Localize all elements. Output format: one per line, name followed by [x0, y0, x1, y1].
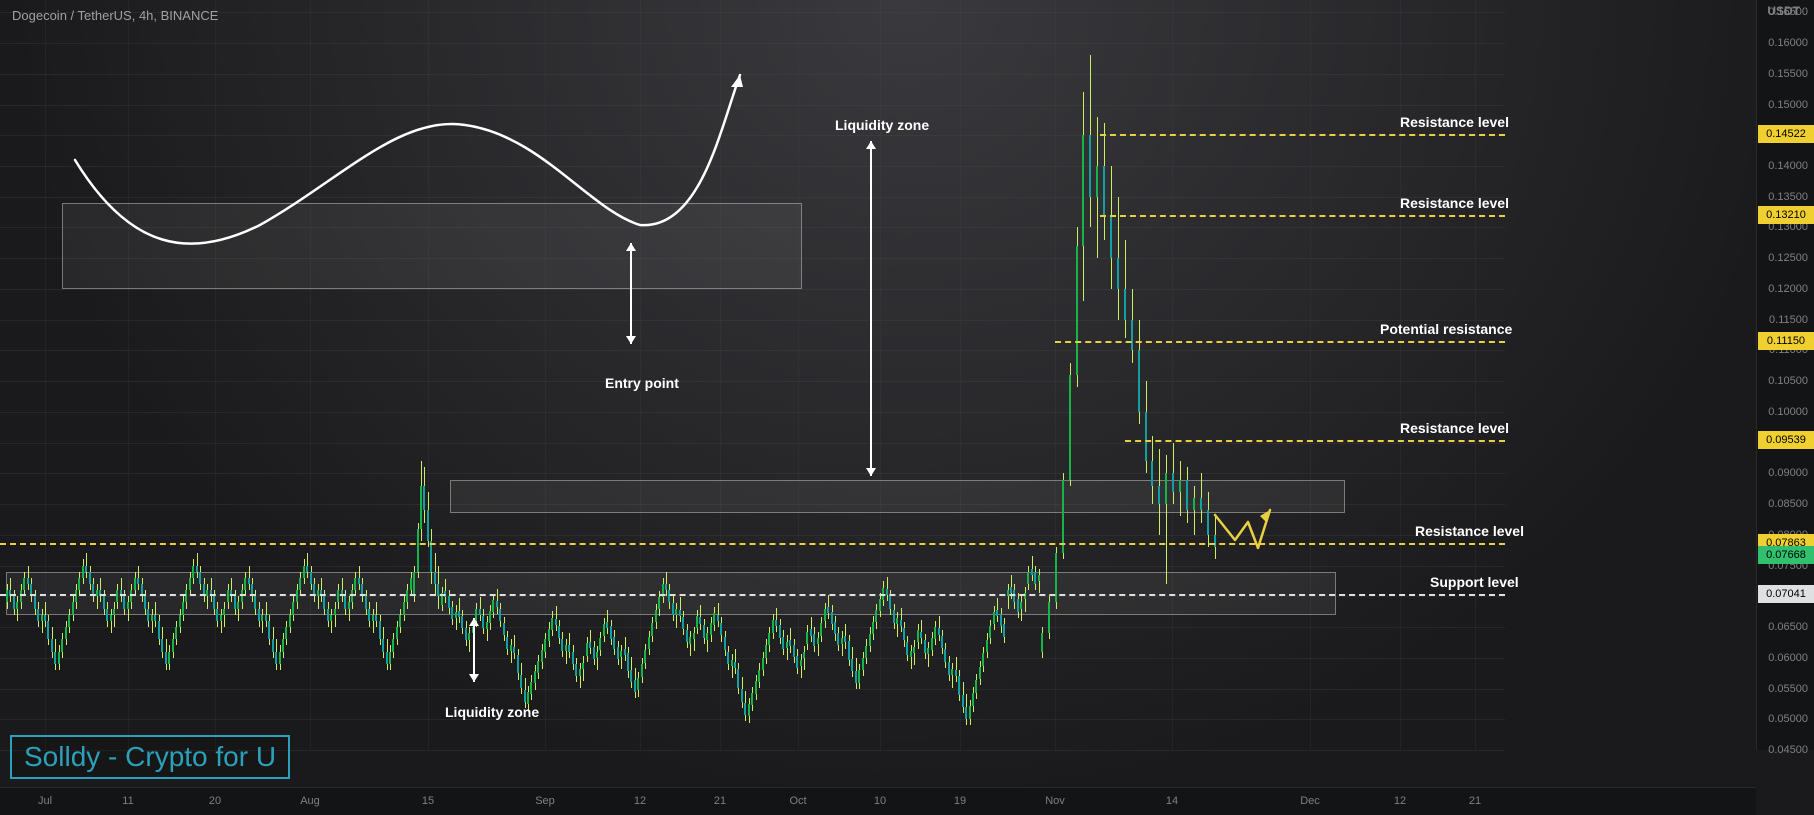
y-tick-label: 0.11500	[1769, 314, 1808, 326]
level-label: Resistance level	[1400, 420, 1509, 436]
level-line	[1125, 440, 1505, 442]
level-label: Support level	[1430, 574, 1519, 590]
x-tick-label: Aug	[300, 795, 320, 807]
x-tick-label: 20	[209, 795, 221, 807]
y-tick-label: 0.10000	[1768, 406, 1808, 418]
y-tick-label: 0.16000	[1768, 37, 1808, 49]
y-tick-label: 0.16500	[1768, 6, 1808, 18]
y-tick-label: 0.08500	[1768, 498, 1808, 510]
level-label: Resistance level	[1400, 114, 1509, 130]
annotation-text: Liquidity zone	[445, 704, 539, 720]
price-tag: 0.07668	[1758, 546, 1814, 564]
level-line	[1100, 134, 1505, 136]
x-tick-label: 14	[1166, 795, 1178, 807]
x-tick-label: 15	[422, 795, 434, 807]
x-tick-label: 12	[1394, 795, 1406, 807]
y-tick-label: 0.15500	[1768, 68, 1808, 80]
level-line	[0, 543, 1505, 545]
price-tag: 0.09539	[1758, 431, 1814, 449]
watermark: Solldy - Crypto for U	[10, 735, 290, 779]
y-tick-label: 0.12000	[1768, 283, 1808, 295]
x-tick-label: 12	[634, 795, 646, 807]
x-tick-label: 10	[874, 795, 886, 807]
price-tag: 0.13210	[1758, 206, 1814, 224]
y-tick-label: 0.05000	[1768, 713, 1808, 725]
y-tick-label: 0.06000	[1768, 652, 1808, 664]
symbol-info: Dogecoin / TetherUS, 4h, BINANCE	[12, 8, 218, 23]
y-tick-label: 0.04500	[1768, 744, 1808, 756]
y-tick-label: 0.09000	[1768, 467, 1808, 479]
level-label: Potential resistance	[1380, 321, 1512, 337]
y-tick-label: 0.10500	[1768, 375, 1808, 387]
annotation-text: Liquidity zone	[835, 117, 929, 133]
x-tick-label: 21	[1469, 795, 1481, 807]
x-tick-label: 19	[954, 795, 966, 807]
y-tick-label: 0.15000	[1768, 99, 1808, 111]
liquidity-zone	[62, 203, 802, 289]
price-axis[interactable]: USDT 0.165000.160000.155000.150000.14500…	[1756, 0, 1814, 750]
annotation-text: Entry point	[605, 375, 679, 391]
y-tick-label: 0.14000	[1768, 160, 1808, 172]
x-tick-label: Sep	[535, 795, 555, 807]
y-tick-label: 0.06500	[1768, 621, 1808, 633]
level-label: Resistance level	[1400, 195, 1509, 211]
x-tick-label: Oct	[789, 795, 806, 807]
x-tick-label: Nov	[1045, 795, 1065, 807]
chart-area[interactable]: Resistance levelResistance levelPotentia…	[0, 0, 1505, 750]
price-tag: 0.14522	[1758, 125, 1814, 143]
x-tick-label: Jul	[38, 795, 52, 807]
liquidity-zone	[450, 480, 1345, 514]
y-tick-label: 0.05500	[1768, 683, 1808, 695]
level-label: Resistance level	[1415, 523, 1524, 539]
level-line	[1100, 215, 1505, 217]
price-tag: 0.11150	[1758, 332, 1814, 350]
drawing-overlay	[0, 0, 1505, 750]
level-line	[1055, 341, 1505, 343]
price-tag: 0.07041	[1758, 585, 1814, 603]
x-tick-label: 21	[714, 795, 726, 807]
x-tick-label: Dec	[1300, 795, 1320, 807]
x-tick-label: 11	[122, 795, 133, 807]
level-line	[0, 594, 1505, 596]
y-tick-label: 0.13500	[1768, 191, 1808, 203]
y-tick-label: 0.12500	[1768, 252, 1808, 264]
time-axis[interactable]: Jul 11 20 Aug 15 Sep 12 21 Oct 10 19 Nov 14 Dec 12 21	[0, 787, 1756, 815]
